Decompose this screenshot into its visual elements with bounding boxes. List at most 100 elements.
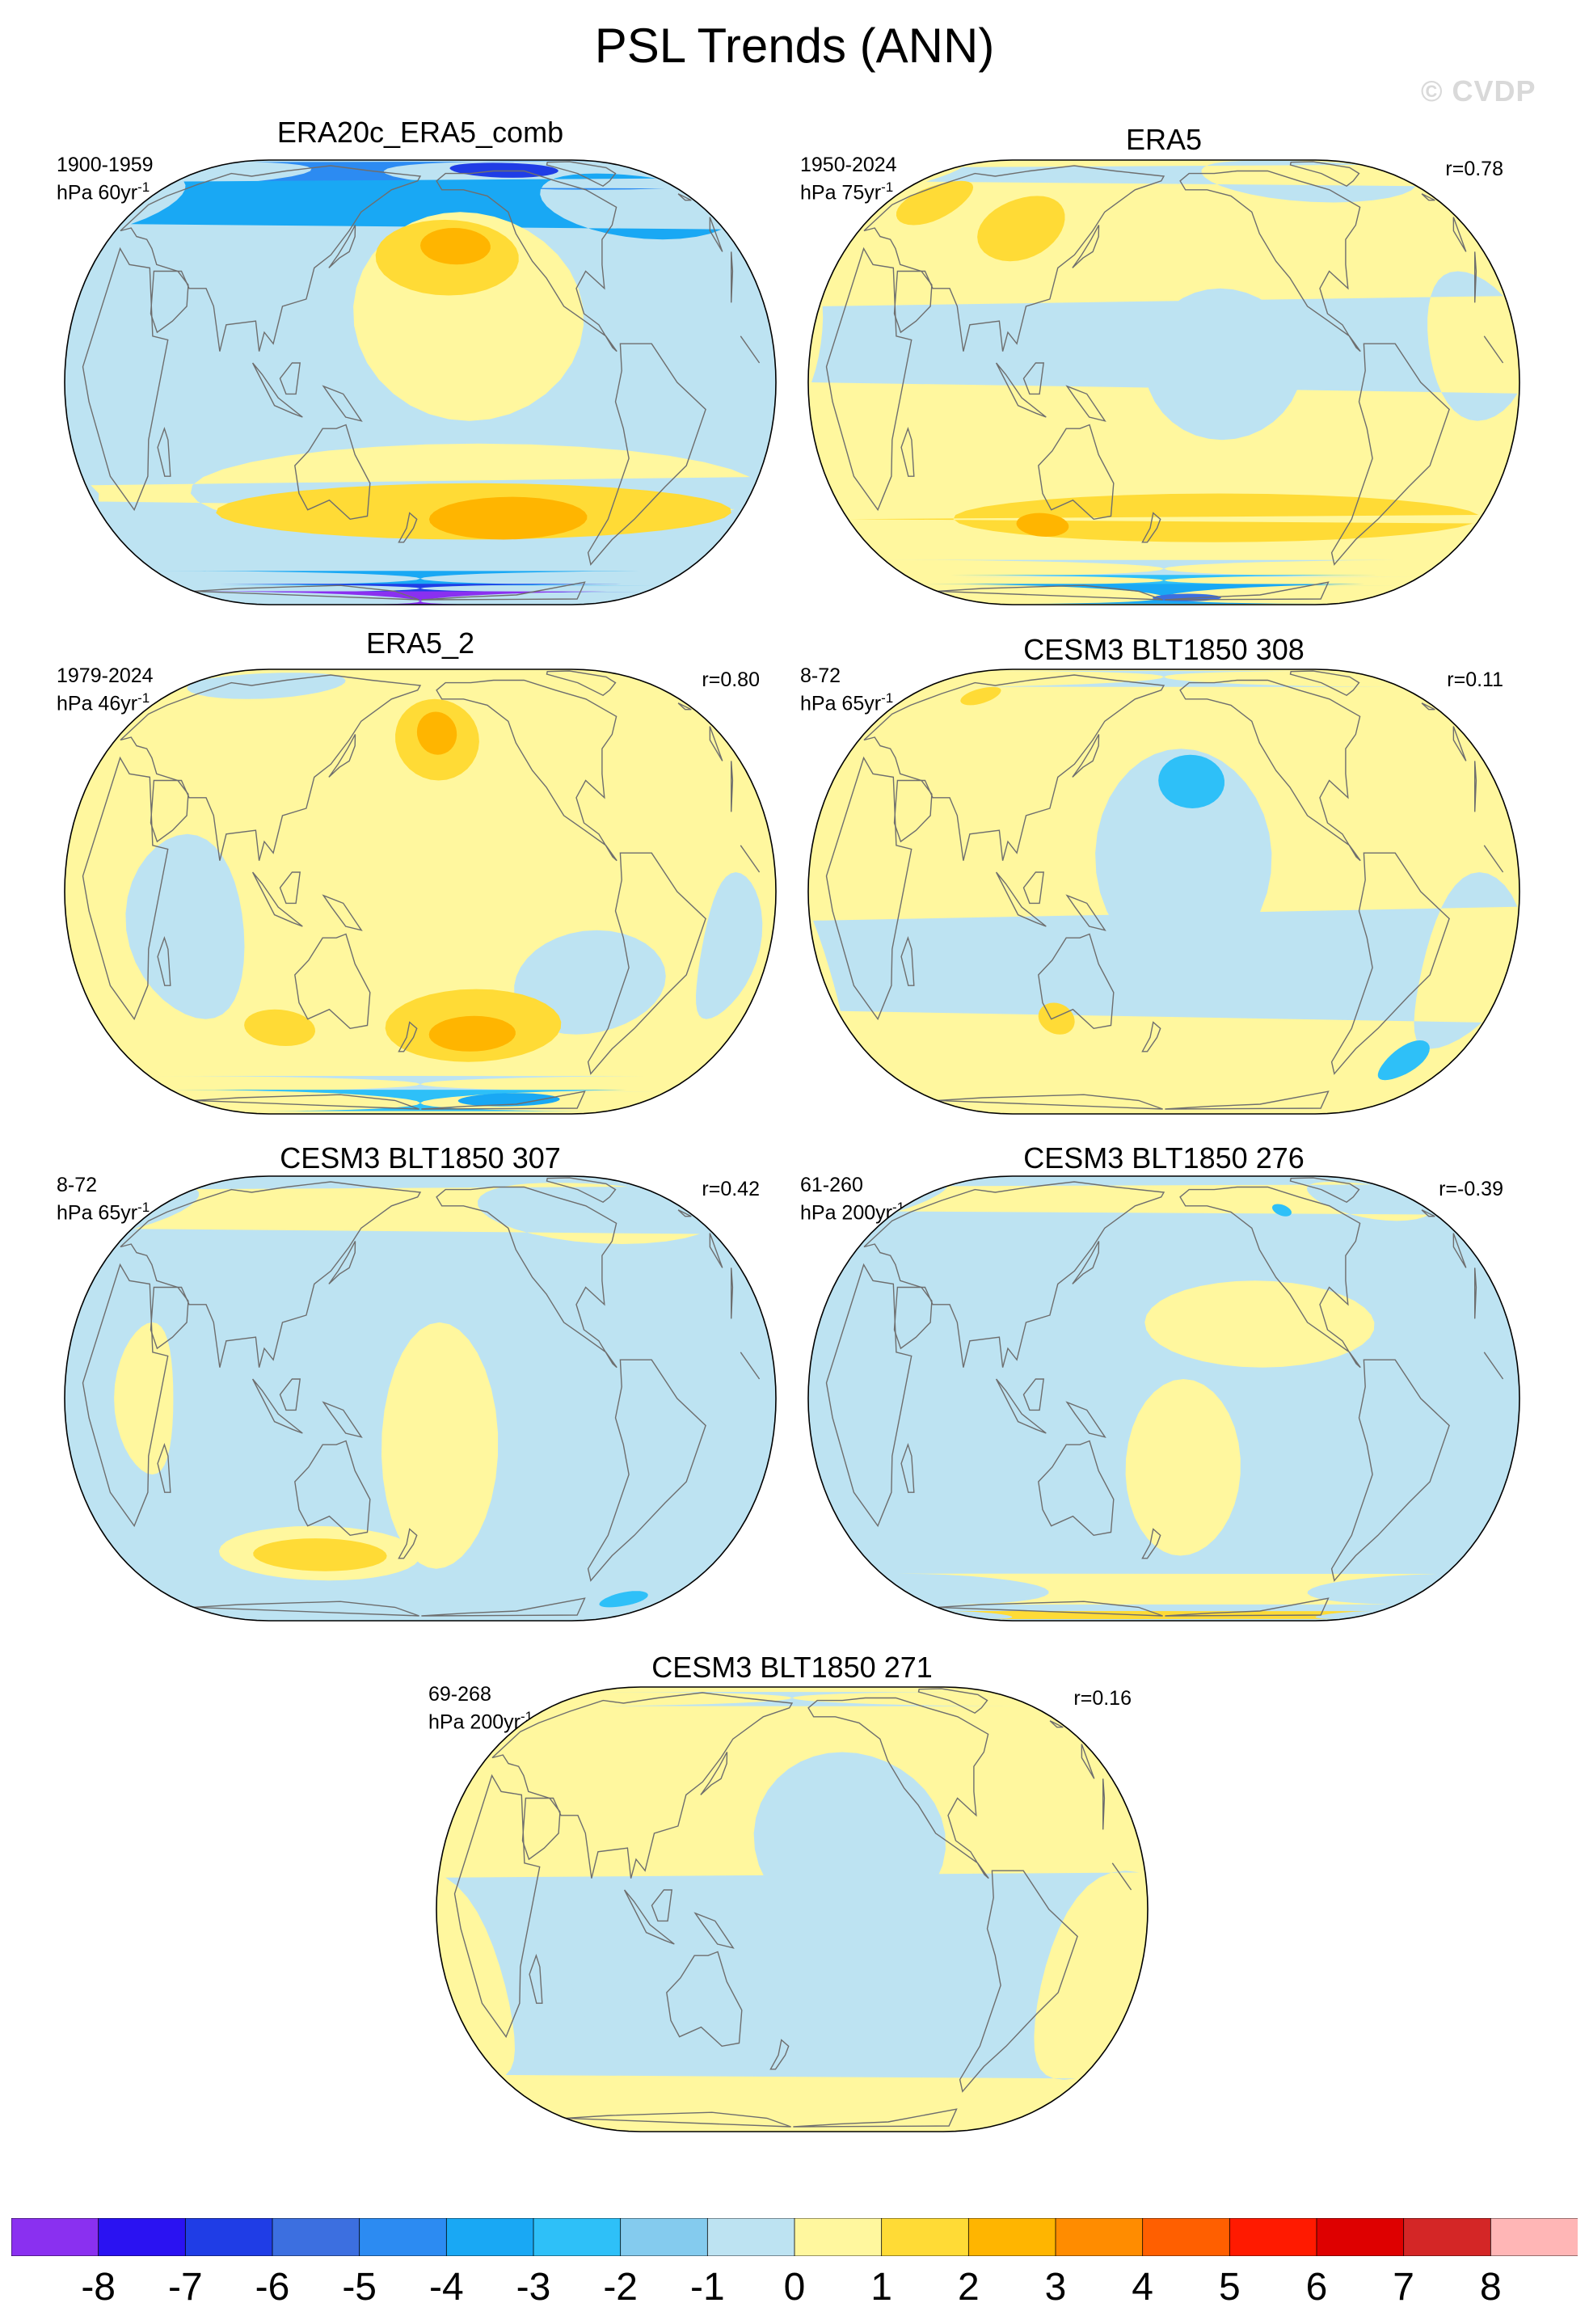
field-contour-0 bbox=[114, 1322, 174, 1475]
field-contour-neg2 bbox=[1377, 1040, 1430, 1081]
coastline-uk bbox=[1421, 702, 1435, 711]
panel-correlation: r=0.11 bbox=[1447, 669, 1503, 691]
panel-period: 1900-1959 bbox=[57, 154, 154, 176]
colorbar-swatch bbox=[98, 2218, 187, 2256]
field-contour-neg6 bbox=[449, 162, 558, 178]
colorbar-tick-label: -8 bbox=[81, 2266, 116, 2309]
map-outline bbox=[436, 1686, 1149, 2132]
coastline-japan bbox=[700, 1752, 728, 1795]
panel-correlation: r=-0.39 bbox=[1439, 1178, 1503, 1200]
coastline-borneo bbox=[1022, 362, 1044, 395]
panel-title: ERA5 bbox=[1125, 123, 1203, 156]
colorbar-tick-label: 1 bbox=[870, 2266, 892, 2309]
field-contour-1 bbox=[244, 1009, 315, 1046]
coastline-indonesia bbox=[995, 1378, 1047, 1434]
coastline-madagascar bbox=[157, 1443, 171, 1493]
colorbar-tick-label: -5 bbox=[342, 2266, 377, 2309]
coastline-borneo bbox=[1022, 871, 1044, 905]
coastline-japan bbox=[1072, 225, 1100, 268]
field-contour-neg1 bbox=[149, 1076, 668, 1092]
field-contour-neg1 bbox=[571, 1929, 631, 2037]
field-contour-0 bbox=[897, 1573, 1437, 1605]
map-field bbox=[65, 669, 776, 1114]
colorbar-swatch bbox=[1316, 2218, 1405, 2256]
coastline-antarctica bbox=[565, 2108, 958, 2128]
coastline-arabia bbox=[893, 1286, 933, 1350]
coastline-north-america bbox=[436, 679, 617, 862]
coastline-new-guinea bbox=[693, 1912, 735, 1949]
field-contour-neg3 bbox=[457, 1093, 560, 1107]
coastline-madagascar bbox=[157, 427, 171, 477]
coastline-uk bbox=[677, 1209, 692, 1217]
field-contour-2 bbox=[416, 711, 457, 755]
coastline-south-america bbox=[1330, 852, 1450, 1075]
map-field bbox=[65, 160, 776, 605]
colorbar-tick-label: 7 bbox=[1393, 2266, 1414, 2309]
colorbar-tick-label: -3 bbox=[516, 2266, 551, 2309]
field-contour-neg1 bbox=[884, 559, 1420, 577]
map-outline bbox=[807, 1175, 1520, 1622]
field-contour-2 bbox=[1016, 512, 1069, 537]
field-contour-0 bbox=[1144, 1280, 1375, 1368]
coastline-south-america bbox=[587, 1359, 706, 1582]
coastline-japan bbox=[1072, 1241, 1100, 1284]
coastline-japan bbox=[328, 734, 356, 778]
coastline-uk bbox=[1421, 1209, 1435, 1217]
coastline-new-zealand bbox=[398, 1021, 418, 1052]
coastline-new-guinea bbox=[322, 894, 363, 931]
field-contour-neg3 bbox=[130, 173, 722, 240]
panel-units: hPa 65yr-1 bbox=[800, 690, 894, 715]
coastline-new-guinea bbox=[322, 385, 363, 422]
coastline-antarctica bbox=[937, 581, 1330, 601]
field-contour-neg2 bbox=[904, 575, 1405, 586]
coastline-eurasia bbox=[120, 165, 723, 352]
map-cesm3-blt1850-276 bbox=[807, 1175, 1520, 1622]
map-cesm3-blt1850-307 bbox=[64, 1175, 777, 1622]
coastline-arabia bbox=[150, 779, 189, 843]
colorbar-tick-label: -1 bbox=[689, 2266, 725, 2309]
coastline-indonesia bbox=[623, 1889, 675, 1945]
coastline-north-america bbox=[1179, 679, 1361, 862]
coastline-eurasia bbox=[120, 1181, 723, 1368]
coastline-new-zealand bbox=[398, 1528, 418, 1559]
colorbar-swatch bbox=[272, 2218, 360, 2256]
coastline-antarctica bbox=[193, 581, 586, 601]
map-outline bbox=[64, 159, 777, 605]
panel-period: 1950-2024 bbox=[800, 154, 897, 176]
coastline-greenland bbox=[1289, 1177, 1360, 1204]
field-contour-neg1 bbox=[813, 872, 1518, 1049]
colorbar-tick-label: 4 bbox=[1132, 2266, 1153, 2309]
coastline-australia bbox=[294, 424, 371, 521]
field-contour-neg1 bbox=[925, 160, 1416, 203]
coastline-south-america bbox=[959, 1870, 1078, 2093]
coastline-indonesia bbox=[251, 1378, 303, 1434]
colorbar-tick-label: -7 bbox=[167, 2266, 203, 2309]
panel-period: 8-72 bbox=[800, 664, 841, 687]
cvdp-watermark: © CVDP bbox=[1421, 74, 1536, 108]
coastline-australia bbox=[1038, 1440, 1115, 1537]
panel-title: CESM3 BLT1850 271 bbox=[651, 1651, 933, 1684]
field-contour-0 bbox=[1125, 1379, 1241, 1556]
colorbar-swatch bbox=[1403, 2218, 1492, 2256]
colorbar-tick-label: 8 bbox=[1479, 2266, 1502, 2309]
colorbar-swatch bbox=[445, 2218, 534, 2256]
coastline-new-guinea bbox=[1065, 385, 1106, 422]
coastline-australia bbox=[1038, 424, 1115, 521]
coastline-australia bbox=[294, 933, 371, 1030]
colorbar-swatch bbox=[706, 2218, 795, 2256]
colorbar-swatch bbox=[794, 2218, 883, 2256]
map-cesm3-blt1850-308 bbox=[807, 669, 1520, 1115]
panel-period: 69-268 bbox=[428, 1683, 491, 1706]
coastline-new-guinea bbox=[1065, 894, 1106, 931]
map-field bbox=[808, 1176, 1519, 1621]
map-era20c-era5-comb bbox=[64, 159, 777, 605]
field-contour-neg6 bbox=[176, 584, 644, 593]
coastline-north-america bbox=[436, 170, 617, 352]
coastline-new-zealand bbox=[1141, 512, 1161, 543]
colorbar-tick-label: 2 bbox=[957, 2266, 980, 2309]
coastline-antarctica bbox=[937, 1090, 1330, 1110]
coastline-australia bbox=[666, 1951, 743, 2048]
coastline-north-america bbox=[807, 1697, 989, 1879]
colorbar-tick-label: 3 bbox=[1044, 2266, 1067, 2309]
panel-units: hPa 60yr-1 bbox=[57, 179, 150, 205]
